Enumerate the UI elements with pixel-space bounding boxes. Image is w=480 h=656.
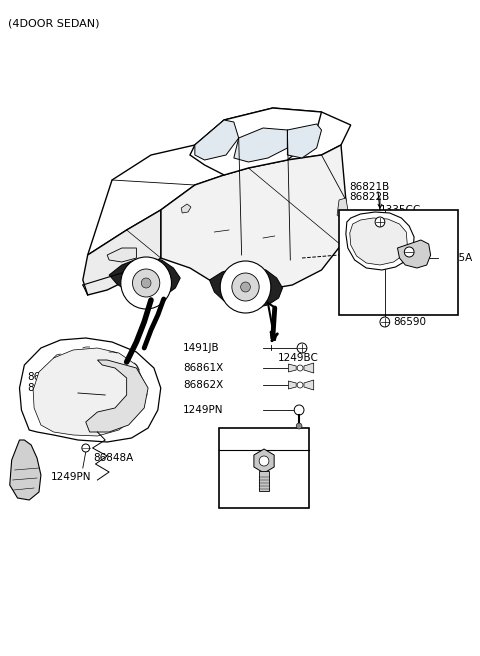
Circle shape <box>294 405 304 415</box>
Polygon shape <box>107 248 136 262</box>
Polygon shape <box>288 124 322 158</box>
Polygon shape <box>109 258 180 298</box>
Polygon shape <box>190 108 322 175</box>
Circle shape <box>375 217 385 227</box>
Bar <box>339 210 458 315</box>
Circle shape <box>380 317 390 327</box>
Polygon shape <box>10 440 41 500</box>
Text: 86825A: 86825A <box>432 253 473 263</box>
Polygon shape <box>259 471 269 491</box>
Circle shape <box>240 282 251 292</box>
Text: 1249PN: 1249PN <box>51 472 91 482</box>
Circle shape <box>141 278 151 288</box>
Circle shape <box>297 365 303 371</box>
Circle shape <box>297 382 303 388</box>
Polygon shape <box>33 348 144 436</box>
Circle shape <box>404 247 414 257</box>
Text: 1249PN: 1249PN <box>183 405 224 415</box>
Text: 86821B: 86821B <box>349 182 389 192</box>
Polygon shape <box>288 364 296 372</box>
Polygon shape <box>254 449 274 473</box>
Polygon shape <box>209 267 283 308</box>
Text: 86822B: 86822B <box>349 192 389 202</box>
Text: 1491JB: 1491JB <box>183 343 220 353</box>
Circle shape <box>296 423 302 429</box>
Polygon shape <box>397 240 431 268</box>
Polygon shape <box>304 363 314 373</box>
Text: 86848A: 86848A <box>94 453 134 463</box>
Polygon shape <box>304 380 314 390</box>
Circle shape <box>297 343 307 353</box>
Text: 86590: 86590 <box>394 317 427 327</box>
Polygon shape <box>86 360 148 432</box>
Text: 86812: 86812 <box>27 383 60 393</box>
Polygon shape <box>288 381 296 389</box>
Polygon shape <box>88 108 351 255</box>
Circle shape <box>220 261 271 313</box>
Polygon shape <box>161 145 346 290</box>
Polygon shape <box>337 198 349 220</box>
Text: 86861X: 86861X <box>183 363 223 373</box>
Polygon shape <box>350 218 407 265</box>
Circle shape <box>232 273 259 301</box>
Text: 86862X: 86862X <box>183 380 223 390</box>
Text: (4DOOR SEDAN): (4DOOR SEDAN) <box>8 18 99 28</box>
Circle shape <box>82 444 90 452</box>
Text: 1335CC: 1335CC <box>380 205 421 215</box>
Polygon shape <box>234 128 288 162</box>
Text: 1125GB: 1125GB <box>222 430 271 440</box>
Text: 1249BC: 1249BC <box>277 353 319 363</box>
Polygon shape <box>181 204 191 213</box>
Circle shape <box>259 456 269 466</box>
Circle shape <box>121 257 171 309</box>
Polygon shape <box>83 210 161 295</box>
Bar <box>219 428 309 508</box>
Text: 86811: 86811 <box>27 372 60 382</box>
Polygon shape <box>20 338 161 442</box>
Polygon shape <box>346 212 414 270</box>
Polygon shape <box>195 120 239 160</box>
Circle shape <box>132 269 160 297</box>
